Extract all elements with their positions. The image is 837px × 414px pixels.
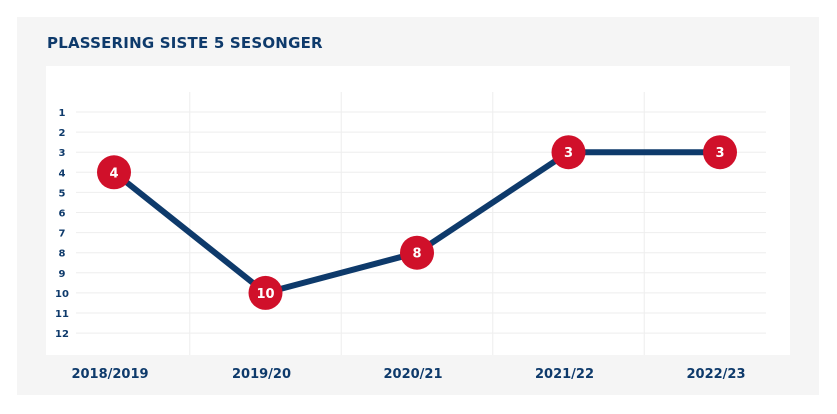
y-tick-label: 7 [59, 229, 66, 240]
data-point [703, 135, 737, 170]
y-tick-label: 12 [55, 329, 69, 340]
plot-panel [46, 66, 790, 355]
series [111, 149, 723, 296]
y-tick-label: 10 [55, 289, 69, 300]
x-axis-ticks: 2018/2019 2019/20 2020/21 2021/22 2022/23 [71, 367, 745, 382]
x-tick-label: 2019/20 [232, 367, 291, 382]
data-point [97, 155, 131, 190]
data-points: 4 10 8 3 3 [97, 135, 737, 310]
y-tick-label: 1 [59, 108, 66, 119]
data-label: 3 [564, 146, 573, 161]
x-tick-label: 2022/23 [686, 367, 745, 382]
x-tick-label: 2020/21 [383, 367, 442, 382]
y-tick-label: 3 [59, 148, 66, 159]
data-point [248, 275, 283, 310]
data-label: 3 [715, 146, 724, 161]
y-tick-label: 2 [59, 128, 66, 139]
y-tick-label: 11 [55, 309, 69, 320]
y-tick-label: 6 [59, 209, 66, 220]
y-tick-label: 8 [59, 249, 66, 260]
x-tick-label: 2018/2019 [71, 367, 148, 382]
data-point [551, 135, 586, 170]
x-tick-label: 2021/22 [535, 367, 594, 382]
chart-title: PLASSERING SISTE 5 SESONGER [47, 34, 323, 52]
data-label: 4 [109, 166, 118, 181]
y-tick-label: 5 [59, 188, 66, 199]
y-tick-label: 4 [59, 168, 66, 179]
data-point [400, 235, 434, 270]
data-label: 10 [256, 287, 274, 302]
series-line [111, 149, 723, 296]
data-label: 8 [412, 247, 421, 262]
y-tick-label: 9 [59, 269, 66, 280]
